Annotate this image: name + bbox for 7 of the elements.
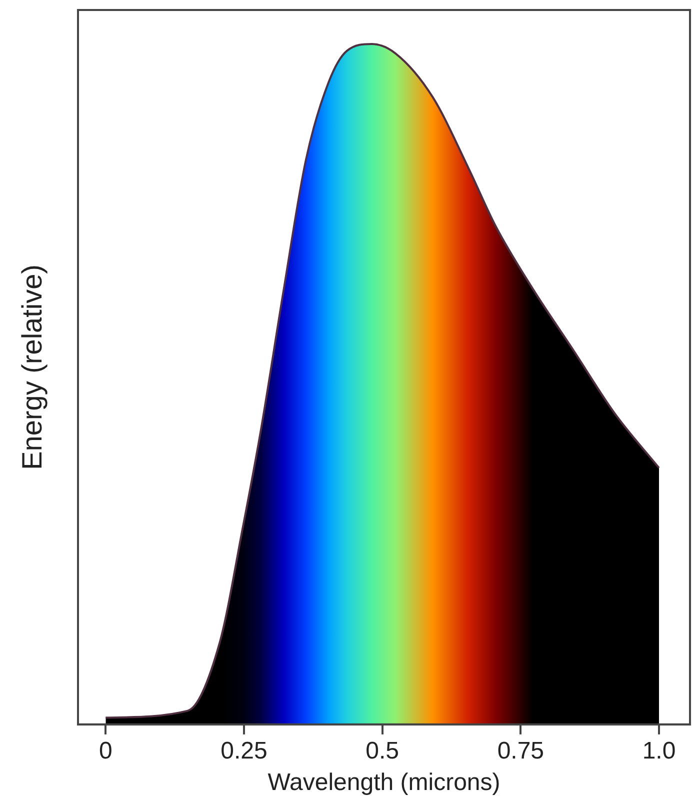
x-axis-title: Wavelength (microns) (268, 769, 500, 796)
x-tick-label: 0 (98, 737, 112, 764)
y-axis-title: Energy (relative) (16, 264, 48, 470)
x-tick-label: 1.0 (642, 737, 676, 764)
x-tick-label: 0.75 (497, 737, 544, 764)
x-tick-label: 0.25 (220, 737, 268, 764)
x-tick-label: 0.5 (366, 737, 400, 764)
